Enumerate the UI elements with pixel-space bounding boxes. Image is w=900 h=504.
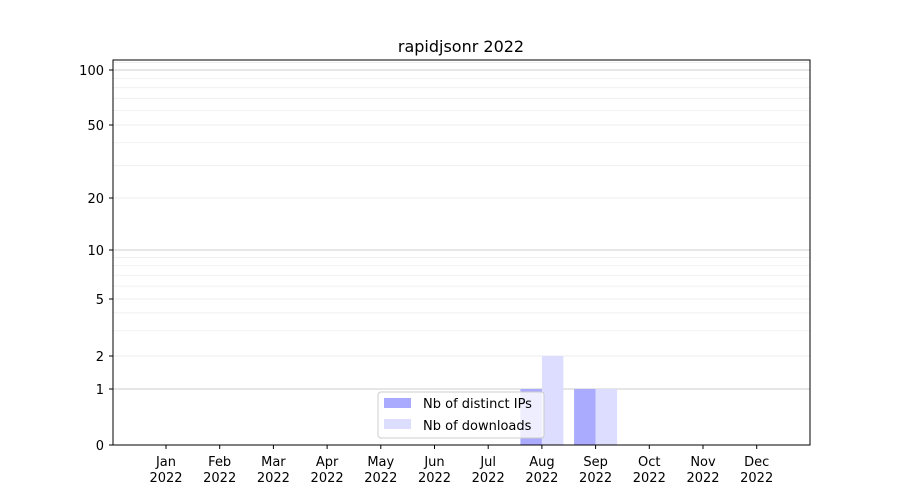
x-tick-label: 2022 xyxy=(740,471,773,486)
legend-label-ips: Nb of distinct IPs xyxy=(423,397,532,412)
x-tick-label: Nov xyxy=(690,455,716,470)
x-tick-label: 2022 xyxy=(633,471,666,486)
x-tick-label: Jan xyxy=(155,455,176,470)
y-tick-label: 20 xyxy=(87,192,104,207)
x-tick-label: 2022 xyxy=(364,471,397,486)
x-tick-label: Aug xyxy=(529,455,554,470)
x-tick-label: 2022 xyxy=(257,471,290,486)
x-tick-label: Jun xyxy=(423,455,444,470)
x-tick-label: May xyxy=(367,455,394,470)
x-tick-label: Sep xyxy=(583,455,608,470)
y-tick-label: 2 xyxy=(96,350,104,365)
chart-title: rapidjsonr 2022 xyxy=(398,37,524,56)
legend-label-downloads: Nb of downloads xyxy=(423,419,532,434)
x-tick-label: Apr xyxy=(316,455,339,470)
x-tick-label: Oct xyxy=(638,455,660,470)
x-tick-label: 2022 xyxy=(579,471,612,486)
y-tick-label: 1 xyxy=(96,383,104,398)
x-tick-label: 2022 xyxy=(686,471,719,486)
x-axis: Jan2022Feb2022Mar2022Apr2022May2022Jun20… xyxy=(149,445,773,486)
x-tick-label: 2022 xyxy=(311,471,344,486)
x-tick-label: 2022 xyxy=(418,471,451,486)
y-axis: 0 1 2 5 10 20 50 100 xyxy=(79,64,113,454)
bar-distinct-ips xyxy=(574,389,596,445)
legend-swatch-ips xyxy=(384,398,411,408)
bar-downloads xyxy=(541,356,564,445)
x-tick-label: Jul xyxy=(479,455,496,470)
legend: Nb of distinct IPs Nb of downloads xyxy=(377,391,545,439)
bar-downloads xyxy=(595,389,618,445)
legend-box xyxy=(377,391,545,439)
x-tick-label: 2022 xyxy=(525,471,558,486)
y-tick-label: 5 xyxy=(96,293,104,308)
x-tick-label: Mar xyxy=(261,455,286,470)
x-tick-label: 2022 xyxy=(149,471,182,486)
y-tick-label: 100 xyxy=(79,64,104,79)
x-tick-label: 2022 xyxy=(203,471,236,486)
x-tick-label: Dec xyxy=(744,455,769,470)
y-tick-label: 0 xyxy=(96,439,104,454)
axes-frame xyxy=(112,59,811,446)
y-tick-label: 10 xyxy=(87,244,104,259)
y-tick-label: 50 xyxy=(87,119,104,134)
x-tick-label: 2022 xyxy=(472,471,505,486)
x-tick-label: Feb xyxy=(208,455,231,470)
legend-swatch-downloads xyxy=(384,419,411,429)
grid xyxy=(113,62,810,390)
